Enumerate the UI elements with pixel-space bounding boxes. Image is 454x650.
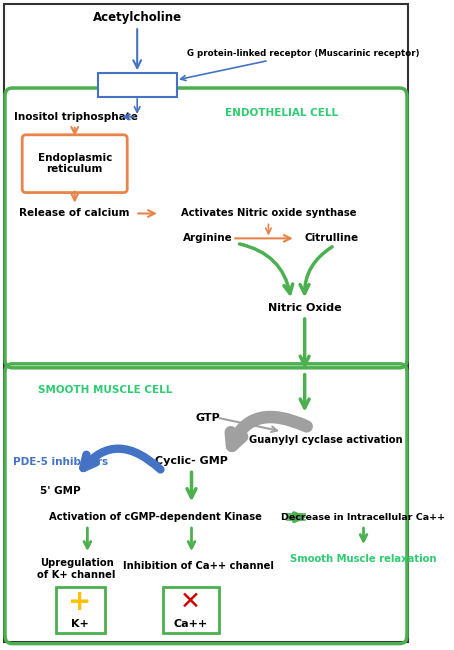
FancyBboxPatch shape: [56, 587, 104, 632]
Text: Nitric Oxide: Nitric Oxide: [268, 303, 341, 313]
Text: Ca++: Ca++: [173, 619, 207, 629]
Text: Inositol triphosphate: Inositol triphosphate: [14, 112, 138, 122]
Text: 5' GMP: 5' GMP: [40, 486, 80, 497]
Text: ✕: ✕: [180, 590, 201, 614]
Text: Smooth Muscle relaxation: Smooth Muscle relaxation: [290, 554, 437, 564]
FancyBboxPatch shape: [22, 135, 127, 192]
Text: Cyclic- GMP: Cyclic- GMP: [155, 456, 228, 467]
Text: Guanylyl cyclase activation: Guanylyl cyclase activation: [249, 434, 402, 445]
Text: PDE-5 inhibitors: PDE-5 inhibitors: [13, 458, 108, 467]
Text: Release of calcium: Release of calcium: [19, 209, 129, 218]
Text: Upregulation
of K+ channel: Upregulation of K+ channel: [37, 558, 116, 580]
Text: SMOOTH MUSCLE CELL: SMOOTH MUSCLE CELL: [38, 385, 173, 395]
Text: ENDOTHELIAL CELL: ENDOTHELIAL CELL: [226, 108, 339, 118]
Text: Decrease in Intracellular Ca++: Decrease in Intracellular Ca++: [281, 513, 445, 522]
Text: Inhibition of Ca++ channel: Inhibition of Ca++ channel: [123, 561, 274, 571]
Text: Acetylcholine: Acetylcholine: [93, 11, 182, 24]
Text: G protein-linked receptor (Muscarinic receptor): G protein-linked receptor (Muscarinic re…: [181, 49, 419, 81]
Text: Activates Nitric oxide synthase: Activates Nitric oxide synthase: [181, 209, 356, 218]
Text: K+: K+: [71, 619, 89, 629]
Text: GTP: GTP: [195, 413, 220, 422]
FancyBboxPatch shape: [163, 587, 219, 632]
Text: Citrulline: Citrulline: [305, 233, 359, 243]
Text: Arginine: Arginine: [183, 233, 232, 243]
FancyBboxPatch shape: [98, 73, 177, 97]
Text: Endoplasmic
reticulum: Endoplasmic reticulum: [38, 153, 112, 174]
Text: Activation of cGMP-dependent Kinase: Activation of cGMP-dependent Kinase: [49, 512, 262, 522]
Text: +: +: [69, 588, 92, 616]
